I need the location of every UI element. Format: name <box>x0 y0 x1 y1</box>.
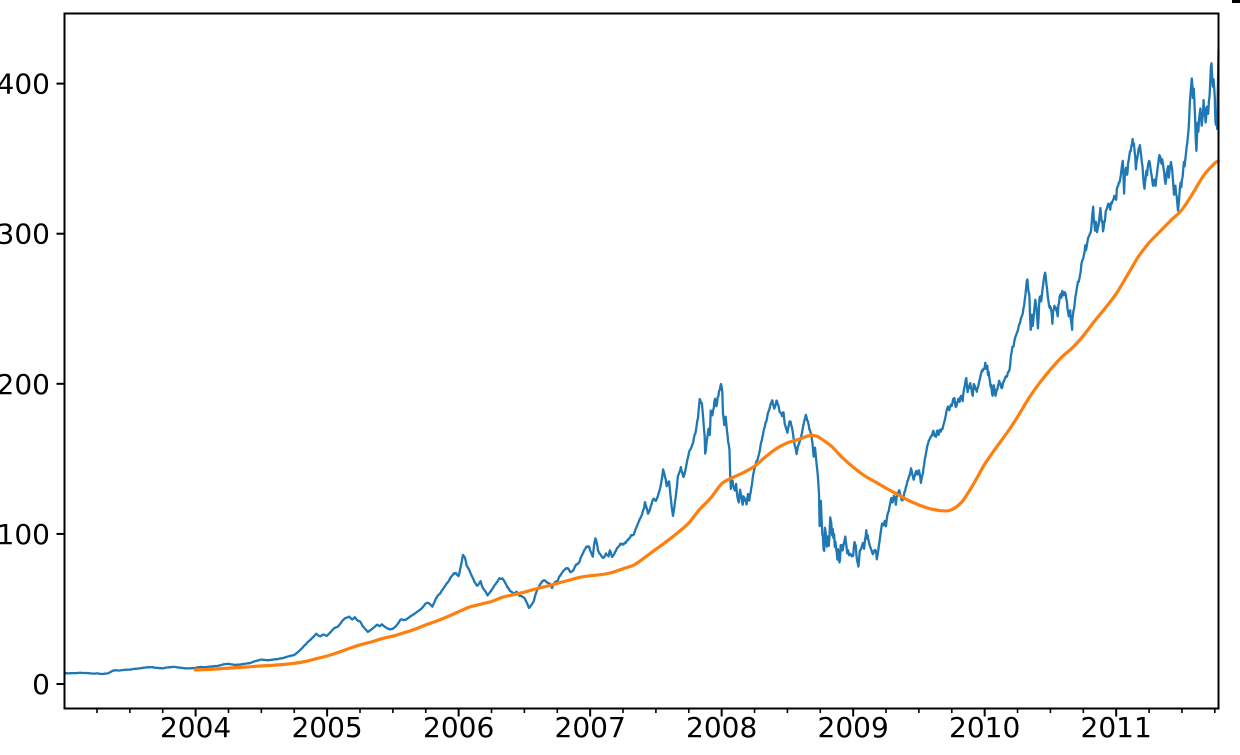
x-tick-label: 2004 <box>160 711 231 744</box>
x-tick-label: 2006 <box>423 711 494 744</box>
x-tick-label: 2011 <box>1081 711 1152 744</box>
orange-moving-average-line <box>193 159 1221 672</box>
y-tick-label: 300 <box>0 218 50 251</box>
x-tick-label: 2007 <box>555 711 626 744</box>
blue-daily-price-line <box>63 49 1220 676</box>
y-tick-label: 400 <box>0 68 50 101</box>
screen-corner-artifact <box>1232 0 1240 3</box>
x-tick-label: 2010 <box>949 711 1020 744</box>
y-tick-label: 0 <box>32 668 50 701</box>
x-tick-label: 2005 <box>291 711 362 744</box>
y-tick-label: 200 <box>0 368 50 401</box>
y-tick-label: 100 <box>0 518 50 551</box>
x-tick-label: 2009 <box>818 711 889 744</box>
axes-spines <box>63 12 1220 710</box>
x-tick-label: 2008 <box>686 711 757 744</box>
